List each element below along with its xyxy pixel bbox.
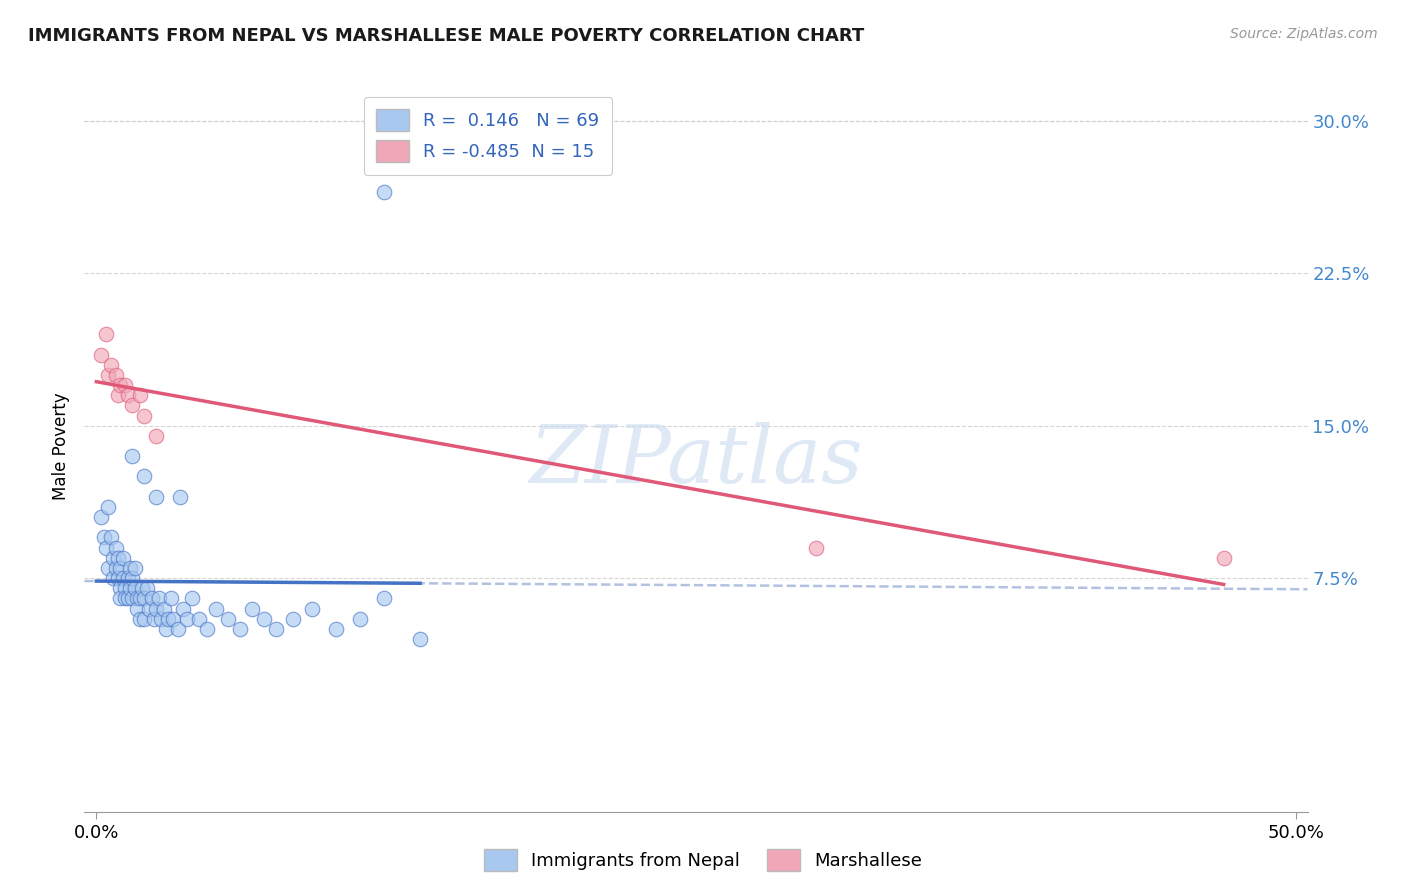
Point [124,561,146,575]
Point [325,622,347,636]
Text: IMMIGRANTS FROM NEPAL VS MARSHALLESE MALE POVERTY CORRELATION CHART: IMMIGRANTS FROM NEPAL VS MARSHALLESE MAL… [28,27,865,45]
Point [301,601,323,615]
Point [176,612,198,626]
Point [121,591,143,606]
Point [110,561,132,575]
Point [100,530,122,544]
Point [104,368,127,382]
Point [114,581,136,595]
Text: ZIPatlas: ZIPatlas [529,422,863,500]
Point [114,591,136,606]
Point [162,612,184,626]
Point [131,581,153,595]
Point [104,561,127,575]
Point [188,612,211,626]
Point [101,571,124,585]
Point [127,591,149,606]
Point [145,429,167,443]
Legend: R =  0.146   N = 69, R = -0.485  N = 15: R = 0.146 N = 69, R = -0.485 N = 15 [364,96,612,175]
Point [111,571,134,585]
Text: Source: ZipAtlas.com: Source: ZipAtlas.com [1230,27,1378,41]
Point [155,622,177,636]
Point [240,601,263,615]
Point [145,490,167,504]
Point [172,601,194,615]
Point [134,591,156,606]
Point [121,571,143,585]
Point [169,490,191,504]
Point [118,561,141,575]
Point [128,591,150,606]
Point [134,469,156,483]
Point [117,591,139,606]
Point [134,409,156,423]
Legend: Immigrants from Nepal, Marshallese: Immigrants from Nepal, Marshallese [477,842,929,879]
Point [90,510,112,524]
Point [135,581,157,595]
Point [100,358,122,372]
Point [1212,550,1234,565]
Point [157,612,180,626]
Point [107,571,129,585]
Point [101,550,124,565]
Point [167,622,190,636]
Point [409,632,432,646]
Point [373,591,395,606]
Point [150,612,173,626]
Point [97,500,120,514]
Point [121,449,143,463]
Point [195,622,218,636]
Point [97,368,120,382]
Point [94,541,117,555]
Point [373,185,395,199]
Point [141,591,163,606]
Point [804,541,827,555]
Point [111,550,134,565]
Point [181,591,204,606]
Point [124,581,146,595]
Point [114,378,136,392]
Point [117,571,139,585]
Point [281,612,304,626]
Point [152,601,174,615]
Point [148,591,170,606]
Point [118,581,141,595]
Point [110,581,132,595]
Point [110,591,132,606]
Point [142,612,165,626]
Point [134,612,156,626]
Point [159,591,181,606]
Point [253,612,276,626]
Point [128,388,150,402]
Y-axis label: Male Poverty: Male Poverty [52,392,70,500]
Point [117,388,139,402]
Point [107,550,129,565]
Point [127,601,149,615]
Point [97,561,120,575]
Point [145,601,167,615]
Point [138,601,160,615]
Point [229,622,252,636]
Point [264,622,287,636]
Point [110,378,132,392]
Point [104,541,127,555]
Point [128,612,150,626]
Point [94,327,117,342]
Point [93,530,115,544]
Point [121,398,143,412]
Point [349,612,371,626]
Point [205,601,228,615]
Point [90,348,112,362]
Point [217,612,239,626]
Point [107,388,129,402]
